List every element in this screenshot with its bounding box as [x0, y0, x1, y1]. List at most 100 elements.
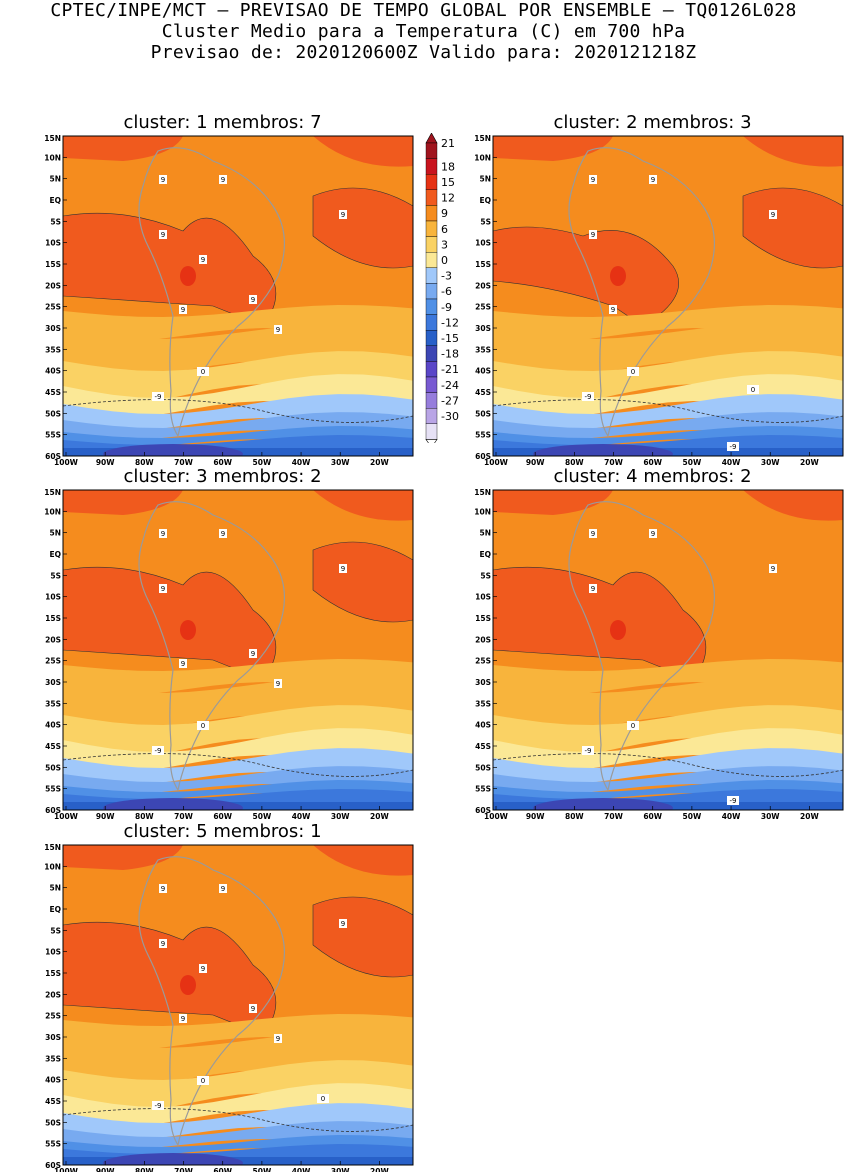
colorbar-swatch [425, 142, 438, 159]
panel-title: cluster: 3 membros: 2 [123, 466, 322, 487]
contour-label: 9 [591, 231, 595, 239]
lon-tick-label: 40W [292, 1167, 311, 1172]
colorbar-tick-label: -15 [441, 332, 459, 345]
contour-label: -9 [585, 393, 592, 401]
lat-tick-label: 5N [50, 175, 62, 184]
contour-label: 9 [201, 256, 205, 264]
colorbar-tick-label: 9 [441, 207, 448, 220]
lon-tick-label: 100W [54, 812, 79, 821]
lon-tick-label: 80W [135, 1167, 154, 1172]
contour-label: -9 [155, 1102, 162, 1110]
contour-label: 0 [631, 722, 635, 730]
lat-tick-label: 35S [45, 699, 61, 708]
lat-tick-label: 15N [44, 488, 61, 497]
contour-label: -9 [155, 747, 162, 755]
map-panel-cluster-1: cluster: 1 membros: 7 15N 10N 5N EQ 5S 10S 15S… [30, 113, 415, 467]
contour-label: 9 [221, 176, 225, 184]
lon-tick-label: 40W [292, 458, 311, 467]
lat-tick-label: 40S [475, 367, 491, 376]
contour-label: 0 [321, 1095, 325, 1103]
lon-tick-label: 70W [604, 458, 623, 467]
contour-label: 9 [161, 530, 165, 538]
lat-tick-label: 15N [474, 134, 491, 143]
lon-tick-label: 80W [565, 458, 584, 467]
lon-tick-label: 90W [96, 812, 115, 821]
lat-tick-label: 45S [475, 742, 491, 751]
lat-tick-label: 25S [45, 1012, 61, 1021]
lon-tick-label: 40W [722, 458, 741, 467]
colorbar-tick-label: 15 [441, 176, 455, 189]
contour-label: 9 [276, 326, 280, 334]
lat-tick-label: 35S [45, 345, 61, 354]
lon-tick-label: 90W [96, 458, 115, 467]
lon-tick-label: 70W [604, 812, 623, 821]
contour-label: -9 [585, 747, 592, 755]
lon-tick-label: 50W [683, 812, 702, 821]
lon-tick-label: 40W [292, 812, 311, 821]
contour-label: 0 [751, 386, 755, 394]
contour-label: 9 [221, 885, 225, 893]
map-panel-cluster-3: cluster: 3 membros: 2 15N 10N 5N EQ 5S 10S 15S… [30, 466, 415, 821]
colorbar-tick-label: 0 [441, 254, 448, 267]
lat-tick-label: 5S [480, 571, 491, 580]
lon-tick-label: 100W [484, 812, 509, 821]
contour-label: 9 [591, 176, 595, 184]
lat-tick-label: 40S [45, 367, 61, 376]
lon-tick-label: 100W [484, 458, 509, 467]
contour-label: 9 [161, 585, 165, 593]
contour-label: 9 [276, 680, 280, 688]
lat-tick-label: EQ [50, 550, 62, 559]
header-line-1: CPTEC/INPE/MCT – PREVISAO DE TEMPO GLOBA… [50, 0, 797, 21]
colorbar-tick-label: 12 [441, 192, 455, 205]
contour-label: -9 [155, 393, 162, 401]
lat-tick-label: 45S [45, 1097, 61, 1106]
lat-tick-label: 30S [45, 1033, 61, 1042]
lon-tick-label: 70W [174, 458, 193, 467]
colorbar-swatch [425, 298, 438, 315]
contour-label: 9 [221, 530, 225, 538]
lat-tick-label: 50S [475, 763, 491, 772]
contour-label: 9 [181, 660, 185, 668]
colorbar-tick-label: 3 [441, 238, 448, 251]
colorbar-swatch [425, 267, 438, 284]
lat-tick-label: 20S [475, 281, 491, 290]
header-line-2: Cluster Medio para a Temperatura (C) em … [161, 21, 686, 42]
lat-tick-label: 15S [475, 260, 491, 269]
colorbar-swatch [425, 376, 438, 393]
colorbar-swatch [425, 236, 438, 253]
lat-tick-label: EQ [50, 196, 62, 205]
lat-tick-label: 10S [475, 239, 491, 248]
lat-tick-label: 55S [45, 431, 61, 440]
contour-label: 9 [251, 650, 255, 658]
lat-tick-label: 30S [45, 324, 61, 333]
contour-label: 9 [341, 211, 345, 219]
contour-label: -9 [730, 443, 737, 451]
lon-tick-label: 30W [761, 458, 780, 467]
contour-label: 9 [611, 306, 615, 314]
map-panel-cluster-2: cluster: 2 membros: 3 15N 10N 5N EQ 5S 10S 15S… [460, 113, 845, 467]
lat-tick-label: 25S [475, 303, 491, 312]
lat-tick-label: 45S [45, 388, 61, 397]
lat-tick-label: 20S [45, 635, 61, 644]
lon-tick-label: 70W [174, 812, 193, 821]
lon-tick-label: 30W [761, 812, 780, 821]
lat-tick-label: 55S [475, 785, 491, 794]
lat-tick-label: 40S [475, 721, 491, 730]
colorbar-tick-label: 6 [441, 223, 448, 236]
lat-tick-label: 50S [45, 1118, 61, 1127]
lat-tick-label: 10S [475, 593, 491, 602]
contour-label: 9 [591, 530, 595, 538]
contour-label: 9 [341, 920, 345, 928]
lat-tick-label: 20S [45, 281, 61, 290]
colorbar-swatch [425, 189, 438, 206]
lon-tick-label: 60W [213, 812, 232, 821]
lon-tick-label: 50W [253, 458, 272, 467]
contour-label: 9 [251, 1005, 255, 1013]
lat-tick-label: 55S [45, 785, 61, 794]
contour-label: 9 [771, 211, 775, 219]
contour-label: 9 [181, 1015, 185, 1023]
lat-tick-label: 15S [475, 614, 491, 623]
lat-tick-label: 10N [474, 153, 491, 162]
contour-label: 9 [651, 530, 655, 538]
map-panel-cluster-5: cluster: 5 membros: 1 15N 10N 5N EQ 5S 10S 15S… [30, 822, 415, 1172]
